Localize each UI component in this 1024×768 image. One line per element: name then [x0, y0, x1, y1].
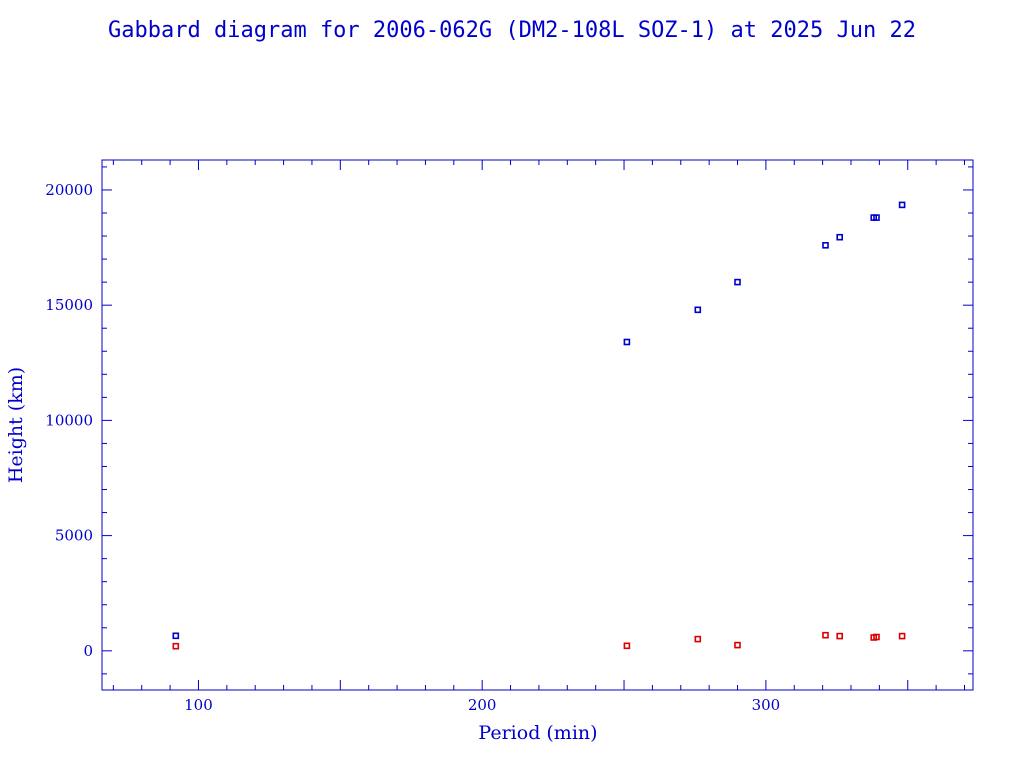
apogee-point	[694, 306, 702, 314]
data-points	[172, 201, 906, 650]
apogee-point	[172, 632, 180, 640]
y-tick-label: 5000	[55, 527, 93, 545]
x-axis-label: Period (min)	[478, 722, 597, 744]
apogee-point	[822, 242, 829, 249]
apogee-point	[623, 338, 631, 346]
apogee-point	[873, 214, 880, 221]
y-tick-label: 10000	[45, 411, 93, 429]
apogee-point	[898, 201, 906, 209]
x-tick-label: 300	[752, 696, 781, 714]
y-tick-label: 20000	[45, 181, 93, 199]
perigee-point	[734, 641, 741, 649]
perigee-point	[623, 642, 631, 650]
perigee-point	[873, 633, 880, 641]
axis-ticks	[102, 160, 973, 690]
x-tick-label: 100	[184, 696, 213, 714]
perigee-point	[694, 635, 702, 643]
apogee-point	[734, 278, 741, 286]
y-axis-label: Height (km)	[5, 367, 27, 483]
perigee-point	[836, 632, 844, 640]
x-tick-label: 200	[468, 696, 497, 714]
y-tick-label: 0	[83, 642, 93, 660]
apogee-point	[836, 233, 844, 241]
tick-labels: 100 200 300 0 5000 10000 15000 20000	[45, 181, 780, 714]
perigee-point	[898, 632, 906, 640]
chart-title: Gabbard diagram for 2006-062G (DM2-108L …	[108, 18, 916, 43]
plot-frame	[101, 159, 974, 691]
y-tick-label: 15000	[45, 296, 93, 314]
perigee-point	[172, 642, 180, 650]
perigee-point	[822, 631, 829, 639]
